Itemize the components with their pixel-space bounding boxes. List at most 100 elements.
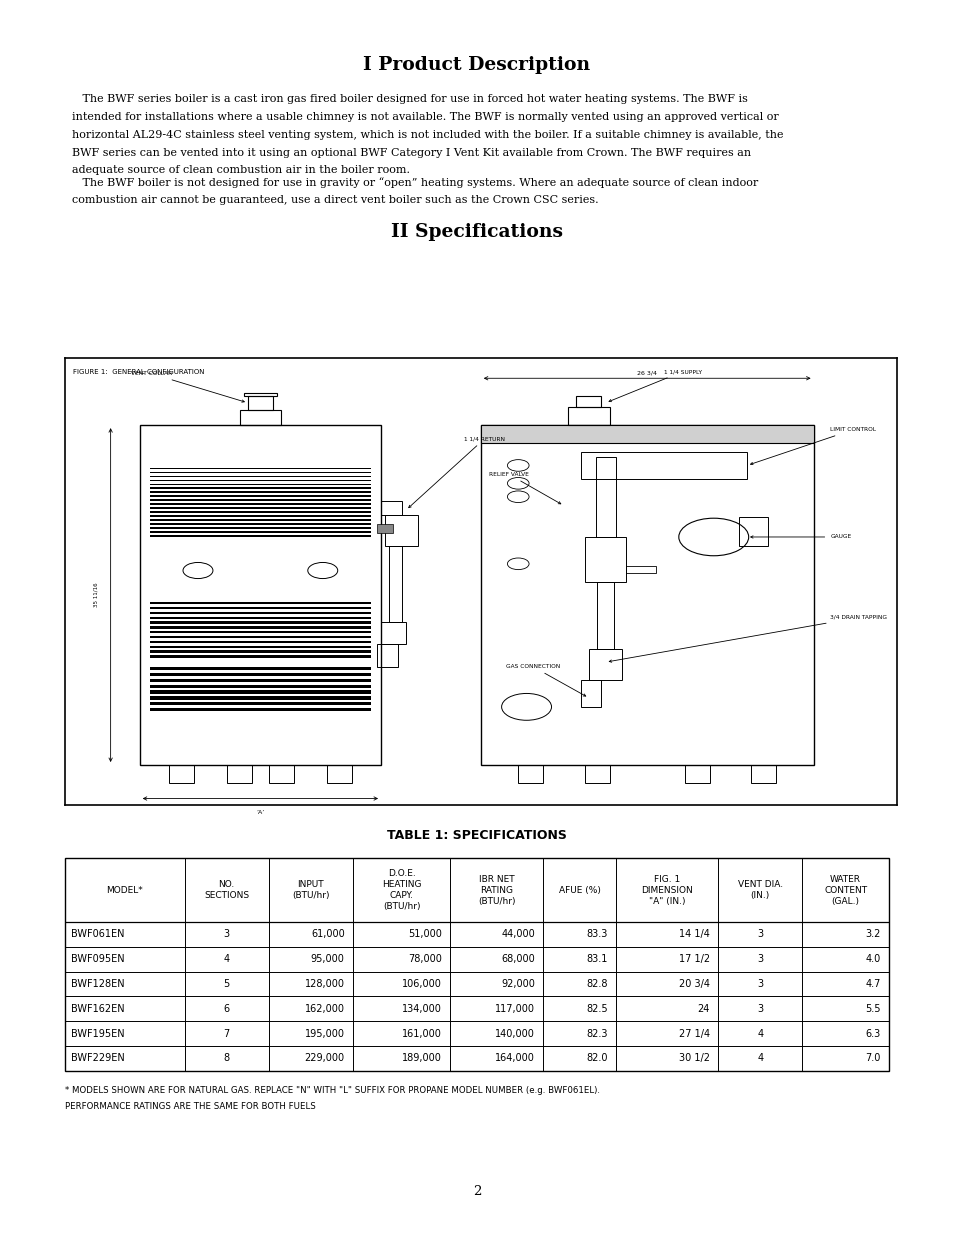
Text: 44,000: 44,000 [501,930,535,940]
Bar [150,484,371,485]
Text: 92,000: 92,000 [501,979,535,989]
Bar [150,601,371,604]
Bar [243,393,276,396]
Text: 51,000: 51,000 [408,930,441,940]
Text: 3: 3 [757,930,762,940]
Text: 161,000: 161,000 [402,1029,441,1039]
Text: LIMIT CONTROL: LIMIT CONTROL [750,427,875,464]
Text: 3/4 DRAIN TAPPING: 3/4 DRAIN TAPPING [609,615,886,662]
Bar [738,517,767,546]
Bar [150,495,371,498]
Bar [584,764,609,783]
Text: 7.0: 7.0 [864,1053,880,1063]
Text: 106,000: 106,000 [402,979,441,989]
Text: 1 1/4 RETURN: 1 1/4 RETURN [408,436,505,508]
Bar [480,425,813,764]
Bar [327,764,352,783]
Text: 3: 3 [757,979,762,989]
Text: II Specifications: II Specifications [391,224,562,241]
Text: BWF series can be vented into it using an optional BWF Category I Vent Kit avail: BWF series can be vented into it using a… [71,148,750,158]
Bar [150,527,371,529]
Text: 26 3/4: 26 3/4 [637,370,657,375]
Text: The BWF boiler is not designed for use in gravity or “open” heating systems. Whe: The BWF boiler is not designed for use i… [71,177,757,188]
Text: BWF162EN: BWF162EN [71,1004,125,1014]
Text: 3: 3 [223,930,230,940]
Text: 17 1/2: 17 1/2 [678,955,709,965]
Bar [376,645,397,667]
Text: 83.1: 83.1 [586,955,607,965]
Text: 140,000: 140,000 [495,1029,535,1039]
Text: NO.
SECTIONS: NO. SECTIONS [204,881,249,900]
Text: * MODELS SHOWN ARE FOR NATURAL GAS. REPLACE "N" WITH "L" SUFFIX FOR PROPANE MODE: * MODELS SHOWN ARE FOR NATURAL GAS. REPL… [65,1086,599,1094]
Text: RELIEF VALVE: RELIEF VALVE [489,472,560,504]
Bar [588,648,621,680]
Bar [150,636,371,638]
Bar [150,703,371,705]
Text: 1 1/4 SUPPLY: 1 1/4 SUPPLY [608,369,701,401]
Text: 195,000: 195,000 [304,1029,344,1039]
Text: ’A’: ’A’ [256,810,264,815]
Text: BWF195EN: BWF195EN [71,1029,125,1039]
Text: BWF229EN: BWF229EN [71,1053,125,1063]
Text: 61,000: 61,000 [311,930,344,940]
Bar [150,631,371,634]
Text: 128,000: 128,000 [304,979,344,989]
Bar [517,764,542,783]
Bar [150,684,371,688]
Bar [150,479,371,482]
Bar [150,651,371,653]
Bar [150,468,371,469]
Text: The BWF series boiler is a cast iron gas fired boiler designed for use in forced: The BWF series boiler is a cast iron gas… [71,94,746,104]
Bar [150,515,371,517]
Bar [150,621,371,624]
Bar [150,656,371,658]
Bar [150,667,371,671]
Bar [150,531,371,534]
Text: 24: 24 [697,1004,709,1014]
Text: BWF061EN: BWF061EN [71,930,125,940]
Text: 14 1/4: 14 1/4 [679,930,709,940]
Text: 162,000: 162,000 [304,1004,344,1014]
Bar [750,764,776,783]
Text: 4: 4 [757,1029,762,1039]
Text: 6: 6 [223,1004,230,1014]
Text: FIGURE 1:  GENERAL CONFIGURATION: FIGURE 1: GENERAL CONFIGURATION [73,369,205,375]
Bar [150,475,371,478]
Text: FIG. 1
DIMENSION
"A" (IN.): FIG. 1 DIMENSION "A" (IN.) [640,874,692,905]
Text: 4: 4 [223,955,230,965]
Text: 5: 5 [223,979,230,989]
Text: 134,000: 134,000 [402,1004,441,1014]
Text: VENT COLLAR: VENT COLLAR [132,372,244,403]
Text: adequate source of clean combustion air in the boiler room.: adequate source of clean combustion air … [71,165,409,175]
Bar [169,764,193,783]
Text: intended for installations where a usable chimney is not available. The BWF is n: intended for installations where a usabl… [71,112,778,122]
Text: 189,000: 189,000 [402,1053,441,1063]
Bar [150,504,371,505]
Bar [150,679,371,682]
Text: PERFORMANCE RATINGS ARE THE SAME FOR BOTH FUELS: PERFORMANCE RATINGS ARE THE SAME FOR BOT… [65,1102,315,1110]
Text: AFUE (%): AFUE (%) [558,885,600,894]
Bar [150,488,371,489]
Bar [684,764,709,783]
Text: BWF128EN: BWF128EN [71,979,125,989]
Text: 30 1/2: 30 1/2 [679,1053,709,1063]
Text: GAUGE: GAUGE [750,535,851,540]
Bar [239,410,281,425]
Text: 78,000: 78,000 [408,955,441,965]
Bar [380,622,406,645]
Text: I Product Description: I Product Description [363,56,590,74]
Text: 3: 3 [757,955,762,965]
Text: 3: 3 [757,1004,762,1014]
Text: 68,000: 68,000 [501,955,535,965]
Text: 6.3: 6.3 [864,1029,880,1039]
Bar [150,499,371,501]
Text: 164,000: 164,000 [495,1053,535,1063]
Bar [380,501,401,515]
Text: 35 11/16: 35 11/16 [93,583,98,608]
Bar [150,708,371,711]
Bar [227,764,252,783]
Text: VENT DIA.
(IN.): VENT DIA. (IN.) [737,881,781,900]
Bar [150,616,371,619]
Text: IBR NET
RATING
(BTU/hr): IBR NET RATING (BTU/hr) [477,874,516,905]
Bar [580,680,600,706]
